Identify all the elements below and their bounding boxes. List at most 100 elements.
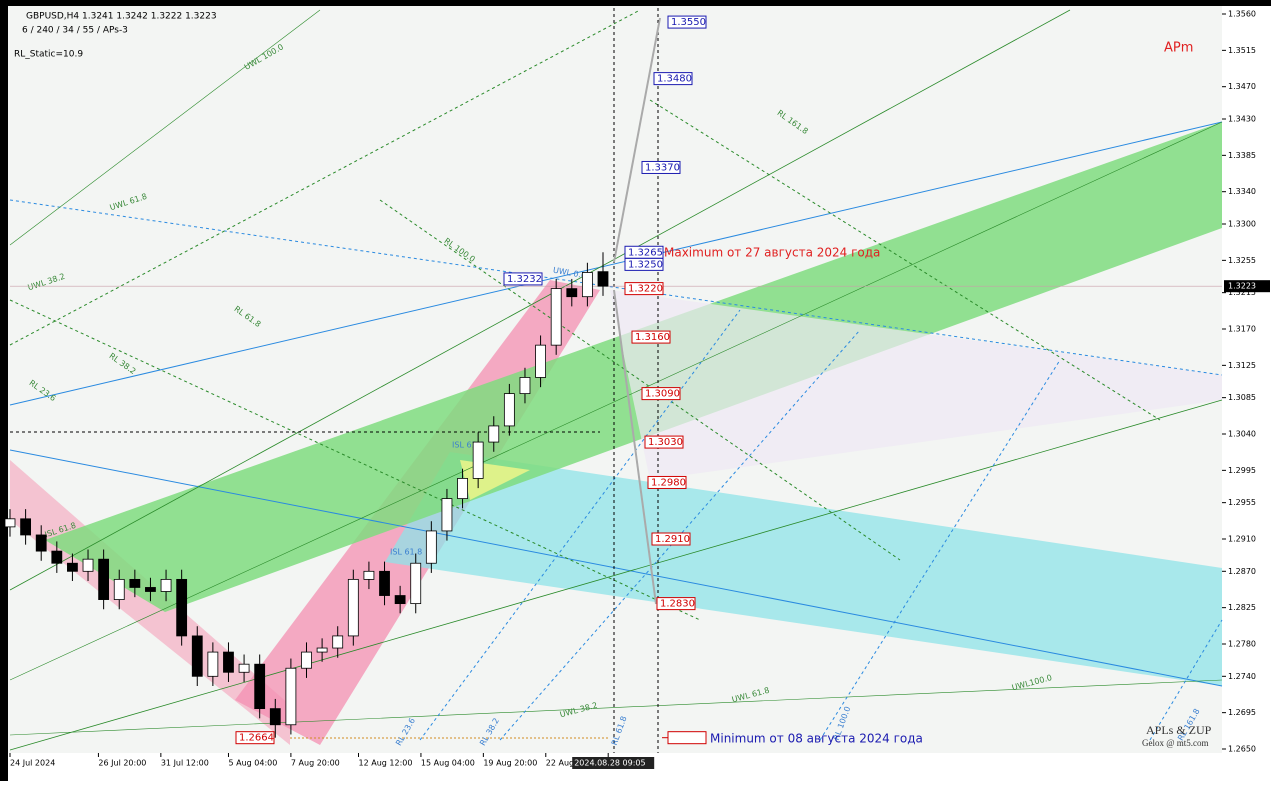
candle-body bbox=[269, 708, 281, 726]
level-label: 1.3090 bbox=[645, 389, 680, 400]
y-tick-label: 1.2695 bbox=[1228, 708, 1256, 717]
level-box bbox=[235, 731, 275, 745]
apl-line bbox=[9, 199, 1223, 376]
y-tick-label: 1.3340 bbox=[1228, 187, 1256, 196]
candle-body bbox=[519, 377, 531, 395]
candle-body bbox=[550, 288, 562, 346]
x-tick-label: 5 Aug 04:00 bbox=[228, 759, 277, 768]
green-line bbox=[9, 121, 1223, 681]
x-tick-label: 15 Aug 04:00 bbox=[421, 759, 475, 768]
candle-body bbox=[503, 393, 515, 427]
candle-body bbox=[238, 663, 250, 673]
subtitle: 6 / 240 / 34 / 55 / APs-3 bbox=[22, 26, 128, 36]
brand: APLs & ZUP bbox=[1146, 723, 1212, 737]
y-tick-label: 1.2825 bbox=[1228, 603, 1256, 612]
x-tick-label: 26 Jul 20:00 bbox=[98, 759, 146, 768]
y-tick-label: 1.2870 bbox=[1228, 567, 1256, 576]
candle-body bbox=[535, 344, 546, 378]
zigzag bbox=[613, 17, 661, 263]
level-label: 1.3220 bbox=[628, 284, 663, 295]
candle-body bbox=[581, 272, 593, 298]
x-tick-label: 24 Jul 2024 bbox=[10, 759, 55, 768]
level-label: 1.3160 bbox=[635, 332, 670, 343]
candle-body bbox=[51, 550, 63, 564]
candle-body bbox=[410, 562, 422, 605]
cyan-channel bbox=[385, 452, 1222, 686]
level-label: 1.3232 bbox=[507, 274, 542, 285]
y-tick-label: 1.2995 bbox=[1228, 466, 1256, 475]
y-tick-label: 1.3515 bbox=[1228, 46, 1256, 55]
level-box bbox=[651, 532, 691, 546]
x-tick-label: 19 Aug 20:00 bbox=[483, 759, 537, 768]
level-label: 1.3265 bbox=[628, 247, 663, 258]
y-tick-label: 1.3300 bbox=[1228, 220, 1256, 229]
y-tick-label: 1.3385 bbox=[1228, 151, 1256, 160]
candle-body bbox=[363, 570, 375, 580]
y-tick-label: 1.2910 bbox=[1228, 535, 1256, 544]
x-tick-label: 2024.08.28 09:05 bbox=[574, 759, 645, 768]
x-tick-label: 12 Aug 12:00 bbox=[359, 759, 413, 768]
price-tag bbox=[1224, 280, 1270, 293]
y-tick-label: 1.2740 bbox=[1228, 672, 1256, 681]
candle-body bbox=[82, 558, 94, 572]
apl-line bbox=[9, 449, 1223, 687]
candle-body bbox=[566, 288, 578, 298]
candle-body bbox=[145, 587, 156, 592]
candle-body bbox=[20, 518, 32, 536]
y-tick-label: 1.3040 bbox=[1228, 430, 1256, 439]
level-box bbox=[641, 160, 681, 174]
candle-body bbox=[332, 635, 344, 649]
candle-body bbox=[316, 647, 328, 653]
x-tick-label: 31 Jul 12:00 bbox=[161, 759, 209, 768]
candle-body bbox=[425, 530, 437, 564]
fib-label: ISL 61.8 bbox=[390, 548, 422, 557]
candle-body bbox=[597, 271, 609, 287]
lilac-zone bbox=[610, 290, 1222, 480]
candle-body bbox=[67, 562, 78, 572]
candle-body bbox=[176, 578, 188, 637]
level-box bbox=[653, 72, 693, 86]
candle-body bbox=[394, 595, 406, 605]
indicator-label: RL_Static=10.9 bbox=[14, 50, 83, 60]
candle-body bbox=[129, 578, 141, 588]
price-tag-label: 1.3223 bbox=[1228, 282, 1256, 291]
candle-body bbox=[4, 518, 16, 528]
min-note: Minimum от 08 августа 2024 года bbox=[710, 732, 923, 746]
candle-body bbox=[441, 498, 453, 532]
zigzag bbox=[613, 289, 657, 605]
level-box bbox=[647, 475, 687, 489]
candle-body bbox=[98, 558, 110, 600]
level-label: 1.2980 bbox=[651, 477, 686, 488]
candle-body bbox=[347, 578, 359, 637]
max-note: Maximum от 27 августа 2024 года bbox=[664, 246, 880, 260]
candle-body bbox=[457, 478, 468, 500]
y-tick-label: 1.3215 bbox=[1228, 288, 1256, 297]
candle-body bbox=[207, 651, 219, 677]
y-tick-label: 1.2650 bbox=[1228, 745, 1256, 754]
y-tick-label: 1.3085 bbox=[1228, 393, 1256, 402]
chart-title: GBPUSD,H4 1.3241 1.3242 1.3222 1.3223 bbox=[26, 12, 217, 22]
level-box bbox=[624, 257, 664, 271]
candle-body bbox=[301, 651, 312, 669]
y-tick-label: 1.3470 bbox=[1228, 82, 1256, 91]
level-box bbox=[656, 597, 696, 611]
green-line bbox=[9, 299, 701, 621]
level-box bbox=[644, 435, 684, 449]
brand-sub: Gelox @ mt5.com bbox=[1142, 738, 1209, 748]
green-line bbox=[9, 9, 1071, 591]
level-label: 1.3250 bbox=[628, 259, 663, 270]
x-tick-label: 7 Aug 20:00 bbox=[291, 759, 340, 768]
level-label: 1.3480 bbox=[657, 74, 692, 85]
level-label: 1.2830 bbox=[660, 599, 695, 610]
watermark: APm bbox=[1164, 41, 1193, 56]
candle-body bbox=[488, 425, 500, 443]
level-label: 1.3370 bbox=[645, 162, 680, 173]
y-tick-label: 1.3430 bbox=[1228, 115, 1256, 124]
level-label: 1.2664 bbox=[239, 733, 274, 744]
blue-line bbox=[1149, 619, 1223, 741]
candle-body bbox=[160, 578, 172, 592]
apl-line bbox=[9, 121, 1223, 406]
level-box bbox=[641, 387, 681, 401]
level-label: 1.3030 bbox=[648, 437, 683, 448]
